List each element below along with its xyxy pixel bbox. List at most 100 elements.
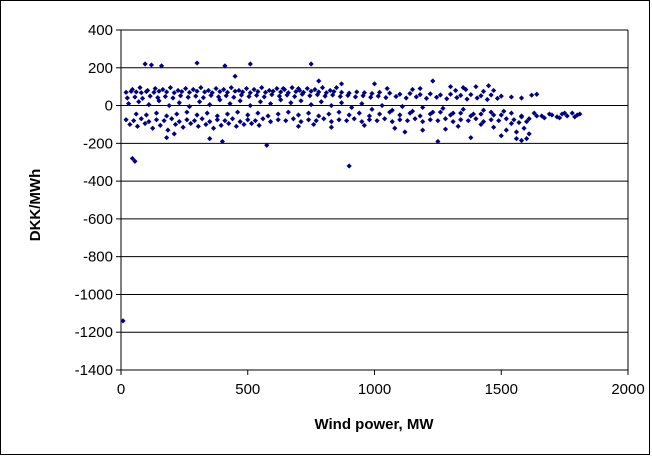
- data-point: [508, 110, 514, 116]
- data-point: [312, 86, 318, 93]
- data-point: [169, 116, 175, 122]
- y-tick-label: -600: [83, 211, 113, 228]
- data-point: [382, 116, 388, 122]
- data-point: [284, 92, 290, 98]
- y-tick-label: 0: [105, 98, 113, 115]
- x-tick-label: 1000: [358, 381, 391, 398]
- data-point: [444, 96, 450, 102]
- data-point: [241, 121, 247, 128]
- data-point: [198, 85, 204, 91]
- data-point: [218, 122, 224, 128]
- data-point: [480, 88, 487, 94]
- data-point: [336, 117, 342, 123]
- data-point: [237, 119, 243, 125]
- data-point: [346, 163, 352, 169]
- data-point: [270, 88, 276, 94]
- data-point: [534, 113, 540, 119]
- data-point: [129, 155, 136, 162]
- data-point: [145, 87, 151, 94]
- data-point: [166, 102, 172, 109]
- data-point: [450, 119, 456, 125]
- data-point: [485, 83, 492, 89]
- data-point: [359, 101, 365, 107]
- data-point: [295, 112, 302, 118]
- data-point: [322, 93, 328, 99]
- data-point: [423, 95, 430, 101]
- data-point: [338, 81, 345, 87]
- data-point: [275, 117, 281, 123]
- data-point: [442, 126, 449, 132]
- data-point: [326, 111, 332, 117]
- data-point: [202, 89, 208, 95]
- data-point: [524, 119, 530, 125]
- data-point: [152, 85, 158, 92]
- data-point: [453, 87, 459, 94]
- data-point: [437, 92, 444, 98]
- data-point: [420, 127, 426, 133]
- data-point: [299, 91, 305, 97]
- data-point: [162, 93, 168, 100]
- data-point: [281, 86, 288, 93]
- data-point: [480, 119, 487, 125]
- data-point: [387, 90, 393, 96]
- data-point: [170, 95, 176, 101]
- data-point: [308, 88, 314, 94]
- data-point: [157, 122, 163, 128]
- data-point: [470, 111, 476, 117]
- data-point: [351, 116, 357, 122]
- data-point: [569, 110, 575, 116]
- data-point: [194, 60, 200, 66]
- data-point: [478, 93, 484, 99]
- data-point: [521, 125, 527, 131]
- data-point: [147, 93, 153, 99]
- data-point: [221, 86, 227, 93]
- data-point: [235, 109, 241, 115]
- data-point: [229, 116, 236, 122]
- x-tick-label: 2000: [611, 381, 644, 398]
- data-point: [442, 116, 449, 122]
- data-point: [190, 86, 196, 93]
- data-point: [305, 117, 312, 123]
- data-point: [267, 119, 274, 125]
- data-point: [231, 94, 237, 100]
- data-point: [369, 106, 375, 112]
- data-point: [124, 95, 130, 101]
- y-tick-label: 400: [88, 22, 113, 39]
- data-point: [142, 120, 148, 127]
- data-point: [254, 92, 260, 98]
- data-point: [376, 111, 383, 117]
- data-point: [214, 113, 220, 119]
- data-point: [468, 113, 474, 119]
- data-point: [450, 110, 456, 116]
- data-point: [156, 98, 162, 104]
- data-point: [188, 120, 194, 127]
- data-point: [328, 102, 335, 109]
- data-point: [255, 110, 261, 116]
- data-point: [313, 118, 319, 124]
- data-point: [333, 85, 340, 91]
- data-point: [549, 112, 555, 118]
- data-point: [389, 119, 395, 125]
- data-point: [562, 110, 568, 116]
- data-point: [207, 102, 213, 108]
- data-point: [366, 117, 373, 123]
- data-point: [397, 112, 403, 118]
- data-point: [232, 88, 238, 94]
- data-point: [374, 118, 380, 124]
- data-point: [292, 93, 298, 100]
- data-point: [184, 117, 190, 123]
- data-point: [261, 94, 267, 100]
- data-point: [153, 110, 160, 116]
- data-point: [217, 88, 223, 95]
- data-point: [420, 119, 426, 125]
- data-point: [132, 158, 138, 164]
- data-point: [508, 94, 514, 100]
- data-point: [266, 87, 272, 94]
- data-point: [577, 111, 583, 117]
- data-point: [518, 95, 525, 101]
- x-tick-labels: 0 500 1000 1500 2000: [117, 381, 645, 398]
- data-point: [473, 116, 479, 122]
- data-point: [478, 111, 484, 117]
- data-point: [213, 85, 219, 92]
